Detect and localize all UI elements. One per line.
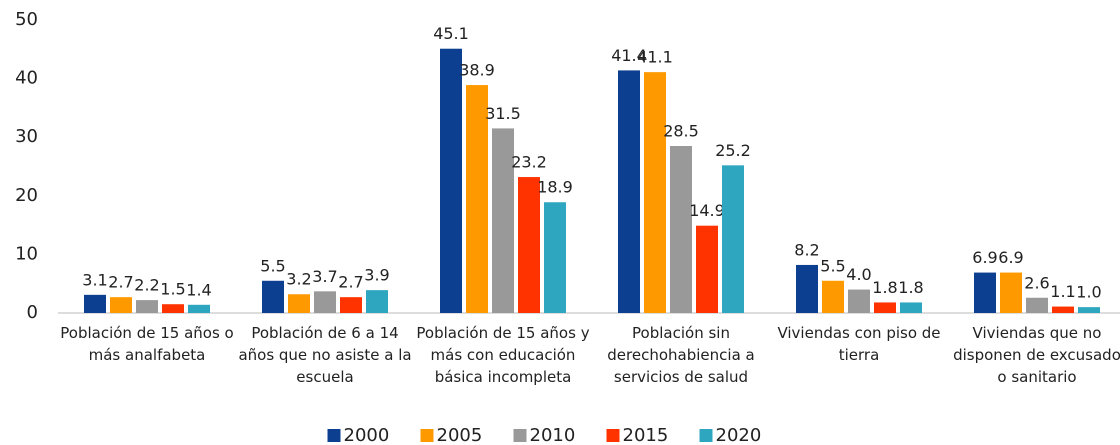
bar — [618, 70, 640, 314]
bar — [492, 128, 514, 313]
bar — [314, 291, 336, 313]
data-label: 3.2 — [286, 270, 311, 289]
data-label: 2.6 — [1024, 273, 1049, 292]
legend-label: 2020 — [716, 425, 762, 445]
legend-swatch — [513, 429, 527, 442]
bar — [288, 294, 310, 313]
data-label: 45.1 — [433, 24, 469, 43]
data-label: 18.9 — [537, 178, 573, 197]
data-label: 3.1 — [82, 270, 107, 289]
data-label: 5.5 — [260, 256, 285, 275]
data-label: 5.5 — [820, 256, 845, 275]
bar — [366, 290, 388, 313]
data-label: 38.9 — [459, 61, 495, 80]
data-label: 1.4 — [186, 280, 211, 299]
bar — [162, 304, 184, 313]
data-label: 25.2 — [715, 141, 751, 160]
data-label: 14.9 — [689, 201, 725, 220]
data-label: 23.2 — [511, 153, 547, 172]
y-tick-label: 0 — [27, 302, 38, 323]
legend-label: 2015 — [623, 425, 669, 445]
data-label: 8.2 — [794, 240, 819, 259]
bar — [644, 72, 666, 314]
bar — [670, 145, 692, 313]
x-tick-label: Población de 6 a 14 años que no asiste a… — [238, 324, 412, 386]
legend-label: 2010 — [530, 425, 576, 445]
data-label: 1.8 — [872, 278, 897, 297]
x-tick-label: Población sin derechohabiencia a servici… — [607, 324, 755, 386]
bar — [340, 297, 362, 313]
bar — [822, 280, 844, 313]
x-tick-label: Población de 15 años o más analfabeta — [60, 324, 234, 364]
bar — [848, 289, 870, 313]
bar — [1052, 306, 1074, 313]
bar — [518, 177, 540, 313]
data-label: 1.0 — [1076, 283, 1101, 302]
data-label: 2.7 — [108, 273, 133, 292]
x-tick-label: Viviendas que no disponen de excusado o … — [953, 324, 1120, 386]
bar — [722, 165, 744, 313]
data-label: 3.7 — [312, 267, 337, 286]
bar — [136, 300, 158, 313]
bar — [1026, 297, 1048, 313]
data-label: 1.8 — [898, 278, 923, 297]
bar — [466, 85, 488, 314]
data-label: 41.1 — [637, 48, 673, 67]
legend-swatch — [327, 429, 341, 442]
bar — [110, 297, 132, 313]
data-label: 31.5 — [485, 104, 521, 123]
data-label: 28.5 — [663, 121, 699, 140]
y-tick-label: 40 — [15, 68, 38, 89]
data-label: 4.0 — [846, 265, 871, 284]
x-tick-label: Viviendas con piso de tierra — [777, 324, 941, 364]
data-label: 2.2 — [134, 276, 159, 295]
data-label: 1.5 — [160, 280, 185, 299]
x-tick-label: Población de 15 años y más con educación… — [416, 324, 590, 386]
bar — [974, 272, 996, 313]
legend-label: 2005 — [437, 425, 483, 445]
y-tick-label: 50 — [15, 9, 38, 30]
data-label: 2.7 — [338, 273, 363, 292]
data-label: 6.9 — [972, 248, 997, 267]
legend-label: 2000 — [344, 425, 390, 445]
data-label: 1.1 — [1050, 282, 1075, 301]
bar — [1078, 307, 1100, 313]
legend-swatch — [606, 429, 620, 442]
bar — [262, 280, 284, 313]
y-tick-label: 20 — [15, 185, 38, 206]
bar — [440, 48, 462, 314]
bar — [900, 302, 922, 313]
bar — [84, 294, 106, 313]
legend-swatch — [420, 429, 434, 442]
bar — [1000, 272, 1022, 313]
y-tick-label: 10 — [15, 243, 38, 264]
bar — [188, 304, 210, 313]
bar — [874, 302, 896, 313]
y-tick-label: 30 — [15, 126, 38, 147]
bar — [544, 202, 566, 313]
bar — [696, 225, 718, 313]
data-label: 6.9 — [998, 248, 1023, 267]
data-label: 3.9 — [364, 266, 389, 285]
legend-swatch — [699, 429, 713, 442]
data-label: 41.4 — [611, 46, 647, 65]
bar — [796, 264, 818, 313]
